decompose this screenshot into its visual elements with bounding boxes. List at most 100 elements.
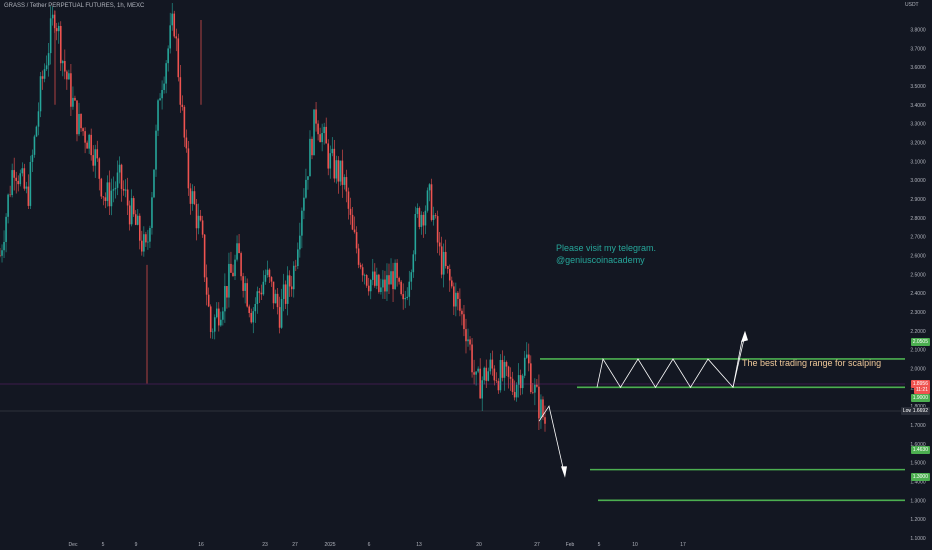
candle-body <box>211 331 214 333</box>
candle-body <box>193 191 196 205</box>
candle-body <box>351 214 354 230</box>
candle-body <box>23 168 26 189</box>
candle-body <box>483 367 486 381</box>
candle-body <box>290 286 293 290</box>
candle-body <box>66 71 68 80</box>
candle-body <box>49 18 52 54</box>
candle-body <box>394 262 396 290</box>
y-tick-label: 1.6000 <box>910 442 926 448</box>
candle-body <box>220 319 222 326</box>
candle-body <box>321 133 323 143</box>
candle-body <box>226 286 228 298</box>
candle-body <box>410 272 413 282</box>
candle-body <box>337 160 340 182</box>
candle-body <box>17 180 20 185</box>
candle-body <box>102 196 105 198</box>
candle-body <box>448 268 451 281</box>
candle-body <box>386 275 388 292</box>
candle-body <box>201 220 204 235</box>
y-tick-label: 3.0000 <box>910 178 926 184</box>
candle-body <box>258 291 261 293</box>
candle-body <box>248 306 251 313</box>
candle-body <box>179 77 182 105</box>
candle-body <box>136 215 139 225</box>
candle-body <box>465 329 467 342</box>
candle-body <box>523 357 526 376</box>
current-time-tag: 11:21 <box>913 386 930 394</box>
candle-body <box>428 184 431 191</box>
telegram-line-1: Please visit my telegram. <box>556 243 657 253</box>
range-annotation: The best trading range for scalping <box>742 358 882 368</box>
target1-tag: 1.4630 <box>910 446 930 454</box>
drop-path <box>538 405 565 473</box>
candle-body <box>124 189 127 191</box>
candle-body <box>199 215 202 221</box>
candle-body <box>396 262 398 278</box>
candle-body <box>222 311 224 320</box>
candle-body <box>339 160 342 182</box>
candle-body <box>471 344 473 373</box>
candle-body <box>13 170 15 178</box>
candle-body <box>175 36 178 39</box>
candle-body <box>491 359 494 369</box>
x-tick-label: 20 <box>476 542 482 548</box>
candle-body <box>21 168 24 174</box>
candle-body <box>25 186 28 189</box>
candle-body <box>5 216 7 242</box>
candle-body <box>532 392 534 393</box>
candle-body <box>132 198 135 215</box>
candle-body <box>457 292 459 299</box>
y-tick-label: 3.3000 <box>910 122 926 128</box>
candle-body <box>11 170 13 195</box>
y-tick-label: 1.1000 <box>910 536 926 542</box>
candle-body <box>39 76 42 112</box>
candle-body <box>404 297 407 300</box>
candle-body <box>538 386 540 419</box>
candle-body <box>64 60 66 72</box>
candle-body <box>187 148 190 189</box>
candles <box>0 3 546 432</box>
candle-body <box>43 69 46 79</box>
candle-body <box>268 269 271 278</box>
candle-body <box>147 241 149 243</box>
candle-body <box>260 292 263 295</box>
y-tick-label: 2.6000 <box>910 253 926 259</box>
candle-body <box>33 136 36 155</box>
candle-body <box>371 271 374 280</box>
candle-body <box>515 384 518 398</box>
candle-body <box>104 197 107 201</box>
low-value-tag: 1.6692 <box>910 407 930 415</box>
candle-body <box>459 298 461 311</box>
currency-label: USDT <box>905 2 919 8</box>
candle-body <box>213 317 216 332</box>
candle-body <box>262 281 265 295</box>
candle-body <box>331 148 334 154</box>
y-tick-label: 3.5000 <box>910 84 926 90</box>
candle-body <box>161 89 163 99</box>
candle-body <box>505 362 508 367</box>
candle-body <box>3 241 5 251</box>
candle-body <box>143 234 145 252</box>
candle-body <box>353 229 356 233</box>
candle-body <box>205 277 208 295</box>
candle-body <box>45 65 48 70</box>
y-tick-label: 1.5000 <box>910 461 926 467</box>
y-tick-label: 3.8000 <box>910 27 926 33</box>
candle-body <box>250 312 253 323</box>
candle-body <box>432 215 435 220</box>
chart-title: GRASS / Tether PERPETUAL FUTURES, 1h, ME… <box>4 3 145 9</box>
x-tick-label: 27 <box>292 542 298 548</box>
candle-body <box>359 264 362 268</box>
candle-body <box>467 339 469 342</box>
candle-body <box>68 73 70 80</box>
candle-body <box>455 292 457 307</box>
x-tick-label: 5 <box>102 542 105 548</box>
candle-body <box>355 232 358 249</box>
x-tick-label: Dec <box>69 542 78 548</box>
candle-body <box>536 384 538 387</box>
candle-body <box>171 13 174 26</box>
candle-body <box>323 126 325 134</box>
x-tick-label: 2025 <box>324 542 335 548</box>
candle-body <box>236 243 238 260</box>
